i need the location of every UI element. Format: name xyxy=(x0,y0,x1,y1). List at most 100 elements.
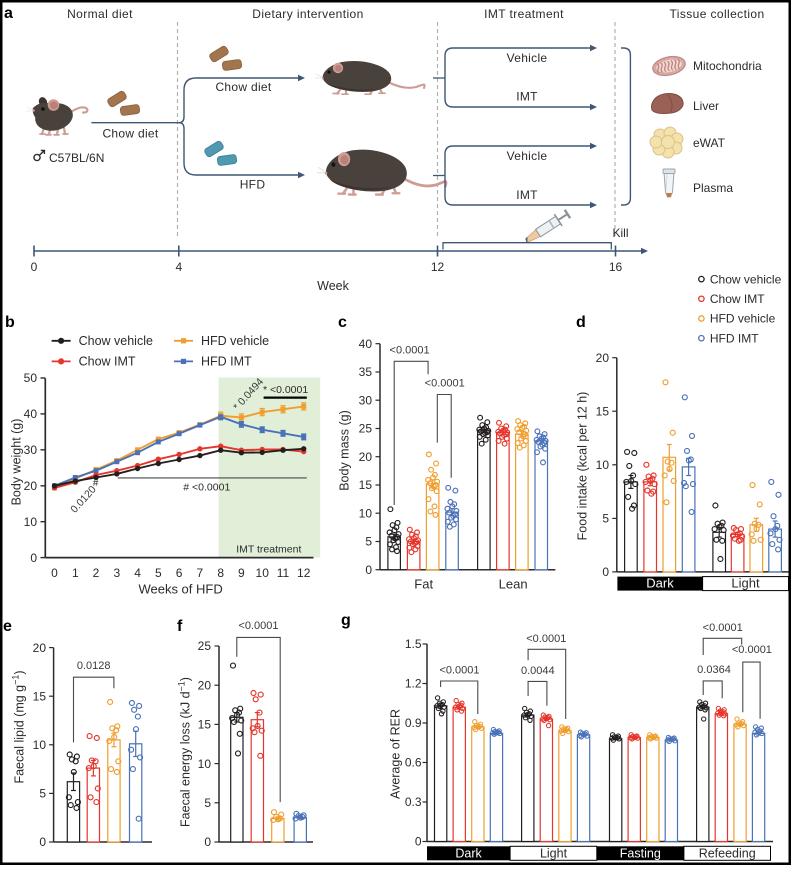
svg-text:11: 11 xyxy=(277,566,290,580)
svg-text:0: 0 xyxy=(602,565,609,579)
svg-text:Light: Light xyxy=(540,846,568,860)
svg-text:Faecal lipid (mg g−1): Faecal lipid (mg g−1) xyxy=(11,670,27,783)
svg-text:10: 10 xyxy=(33,738,47,752)
svg-text:c: c xyxy=(338,314,347,331)
svg-text:eWAT: eWAT xyxy=(693,136,726,150)
svg-text:20: 20 xyxy=(33,641,47,655)
svg-text:IMT: IMT xyxy=(516,188,538,202)
svg-text:0: 0 xyxy=(51,566,58,580)
svg-text:IMT: IMT xyxy=(516,90,538,104)
svg-text:4: 4 xyxy=(175,260,182,274)
svg-text:0.9: 0.9 xyxy=(405,716,422,730)
svg-text:0.0128: 0.0128 xyxy=(77,660,111,672)
svg-text:20: 20 xyxy=(359,450,373,464)
svg-text:<0.0001: <0.0001 xyxy=(732,644,772,656)
svg-text:Kill: Kill xyxy=(612,226,628,240)
svg-text:25: 25 xyxy=(198,639,212,653)
svg-text:0: 0 xyxy=(30,551,37,565)
svg-text:25: 25 xyxy=(359,422,373,436)
svg-text:0.6: 0.6 xyxy=(405,756,422,770)
svg-text:10: 10 xyxy=(256,566,270,580)
svg-text:15: 15 xyxy=(359,478,373,492)
svg-text:12: 12 xyxy=(431,260,445,274)
svg-text:Chow vehicle: Chow vehicle xyxy=(79,334,153,348)
svg-text:10: 10 xyxy=(359,506,373,520)
svg-text:8: 8 xyxy=(217,566,224,580)
svg-text:10: 10 xyxy=(24,515,38,529)
svg-text:20: 20 xyxy=(24,479,38,493)
svg-text:Fat: Fat xyxy=(414,577,433,592)
svg-text:16: 16 xyxy=(609,260,623,274)
svg-text:7: 7 xyxy=(197,566,204,580)
svg-text:Chow vehicle: Chow vehicle xyxy=(710,272,782,286)
svg-text:40: 40 xyxy=(24,407,38,421)
svg-text:# <0.0001: # <0.0001 xyxy=(183,482,230,494)
svg-text:Dietary intervention: Dietary intervention xyxy=(252,7,363,21)
svg-text:35: 35 xyxy=(359,365,373,379)
svg-text:20: 20 xyxy=(596,351,610,365)
svg-text:Fasting: Fasting xyxy=(620,846,661,860)
svg-text:HFD IMT: HFD IMT xyxy=(710,331,759,345)
svg-text:b: b xyxy=(5,314,15,331)
svg-text:IMT treatment: IMT treatment xyxy=(484,7,564,21)
svg-text:Weeks of HFD: Weeks of HFD xyxy=(138,582,222,597)
svg-text:20: 20 xyxy=(198,678,212,692)
svg-text:1.2: 1.2 xyxy=(405,677,422,691)
svg-text:<0.0001: <0.0001 xyxy=(703,622,743,634)
svg-text:9: 9 xyxy=(238,566,245,580)
svg-text:Vehicle: Vehicle xyxy=(507,51,548,65)
svg-text:Liver: Liver xyxy=(693,99,719,113)
svg-text:<0.0001: <0.0001 xyxy=(425,378,465,390)
svg-text:Week: Week xyxy=(317,279,349,293)
svg-text:5: 5 xyxy=(155,566,162,580)
svg-text:* <0.0001: * <0.0001 xyxy=(263,384,308,396)
svg-text:40: 40 xyxy=(359,337,373,351)
svg-text:Normal diet: Normal diet xyxy=(67,7,133,21)
svg-text:0: 0 xyxy=(204,835,211,849)
svg-text:HFD vehicle: HFD vehicle xyxy=(201,334,269,348)
svg-text:f: f xyxy=(177,618,183,635)
svg-text:50: 50 xyxy=(24,371,38,385)
svg-text:0: 0 xyxy=(415,835,422,849)
svg-text:1: 1 xyxy=(72,566,79,580)
svg-text:10: 10 xyxy=(198,757,212,771)
svg-text:Lean: Lean xyxy=(499,577,528,592)
svg-text:HFD IMT: HFD IMT xyxy=(201,355,252,369)
svg-text:#: # xyxy=(93,478,99,489)
svg-text:30: 30 xyxy=(359,393,373,407)
svg-text:0.0364: 0.0364 xyxy=(697,664,731,676)
svg-text:d: d xyxy=(576,314,586,331)
svg-text:Body mass (g): Body mass (g) xyxy=(338,410,352,491)
svg-text:Chow IMT: Chow IMT xyxy=(710,292,765,306)
svg-text:Vehicle: Vehicle xyxy=(507,149,548,163)
svg-text:0.3: 0.3 xyxy=(405,795,422,809)
svg-text:<0.0001: <0.0001 xyxy=(238,620,278,632)
svg-text:Faecal energy loss (kJ d−1): Faecal energy loss (kJ d−1) xyxy=(177,677,193,827)
svg-text:0.0044: 0.0044 xyxy=(521,665,555,677)
svg-text:Food intake (kcal per 12 h): Food intake (kcal per 12 h) xyxy=(576,392,590,541)
svg-text:HFD vehicle: HFD vehicle xyxy=(710,312,776,326)
svg-text:5: 5 xyxy=(204,796,211,810)
svg-text:5: 5 xyxy=(365,535,372,549)
svg-text:Body weight (g): Body weight (g) xyxy=(10,419,24,506)
svg-text:15: 15 xyxy=(198,718,212,732)
svg-text:g: g xyxy=(341,612,351,629)
svg-text:e: e xyxy=(3,618,12,635)
svg-text:Dark: Dark xyxy=(646,576,674,591)
svg-text:2: 2 xyxy=(93,566,100,580)
svg-text:Chow diet: Chow diet xyxy=(215,80,271,94)
svg-text:HFD: HFD xyxy=(240,178,266,192)
svg-text:3: 3 xyxy=(113,566,120,580)
svg-text:<0.0001: <0.0001 xyxy=(390,345,430,357)
svg-text:Light: Light xyxy=(731,576,760,591)
svg-text:IMT treatment: IMT treatment xyxy=(236,544,301,556)
svg-text:1.5: 1.5 xyxy=(405,637,422,651)
svg-text:6: 6 xyxy=(176,566,183,580)
svg-text:15: 15 xyxy=(596,404,610,418)
svg-text:12: 12 xyxy=(297,566,311,580)
svg-text:30: 30 xyxy=(24,443,38,457)
svg-text:Tissue collection: Tissue collection xyxy=(669,7,764,21)
svg-text:4: 4 xyxy=(134,566,141,580)
svg-text:0: 0 xyxy=(365,563,372,577)
svg-text:Average of RER: Average of RER xyxy=(389,709,403,799)
